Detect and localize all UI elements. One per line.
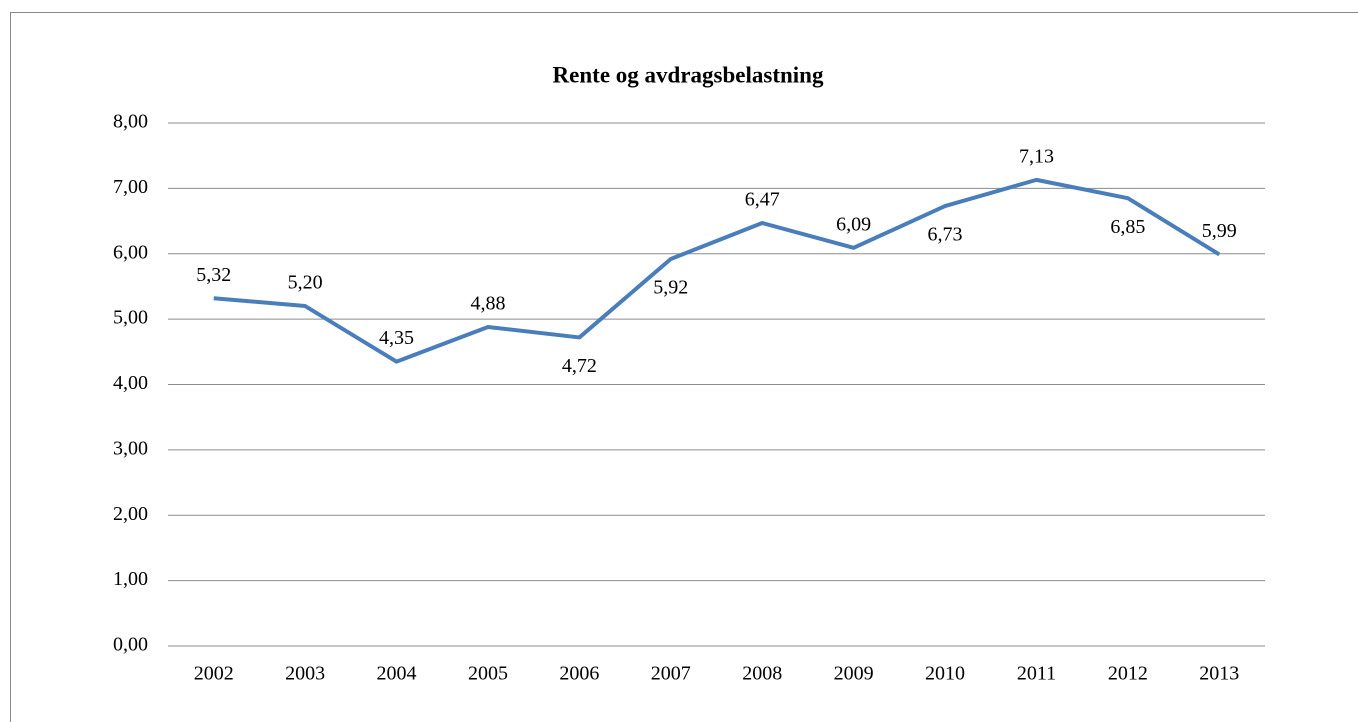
y-tick-label: 7,00	[113, 176, 148, 198]
data-label: 6,47	[745, 189, 780, 211]
x-tick-label: 2005	[468, 663, 508, 685]
x-tick-label: 2010	[925, 663, 965, 685]
y-tick-label: 3,00	[113, 437, 148, 459]
x-tick-label: 2008	[742, 663, 782, 685]
x-tick-label: 2011	[1017, 663, 1056, 685]
x-tick-label: 2002	[194, 663, 234, 685]
x-tick-label: 2013	[1199, 663, 1239, 685]
y-tick-label: 0,00	[113, 634, 148, 656]
data-label: 5,92	[653, 277, 688, 299]
data-label: 4,88	[470, 293, 505, 315]
y-tick-label: 8,00	[113, 111, 148, 133]
data-label: 5,32	[196, 264, 231, 286]
data-label: 6,85	[1110, 216, 1145, 238]
chart-border	[10, 12, 1358, 722]
data-line	[213, 177, 1221, 364]
x-tick-label: 2012	[1108, 663, 1148, 685]
x-tick-label: 2009	[834, 663, 874, 685]
x-tick-label: 2003	[285, 663, 325, 685]
y-tick-label: 1,00	[113, 568, 148, 590]
y-tick-label: 6,00	[113, 241, 148, 263]
data-label: 4,72	[562, 355, 597, 377]
data-label: 5,20	[288, 272, 323, 294]
x-tick-label: 2004	[377, 663, 417, 685]
chart-title: Rente og avdragsbelastning	[553, 62, 824, 87]
x-tick-label: 2007	[651, 663, 691, 685]
data-label: 7,13	[1019, 145, 1054, 167]
data-label: 6,09	[836, 213, 871, 235]
x-tick-label: 2006	[559, 663, 599, 685]
data-label: 6,73	[928, 224, 963, 246]
y-tick-label: 2,00	[113, 503, 148, 525]
y-tick-label: 5,00	[113, 307, 148, 329]
data-label: 5,99	[1202, 220, 1237, 242]
y-tick-label: 4,00	[113, 372, 148, 394]
data-label: 4,35	[379, 327, 414, 349]
